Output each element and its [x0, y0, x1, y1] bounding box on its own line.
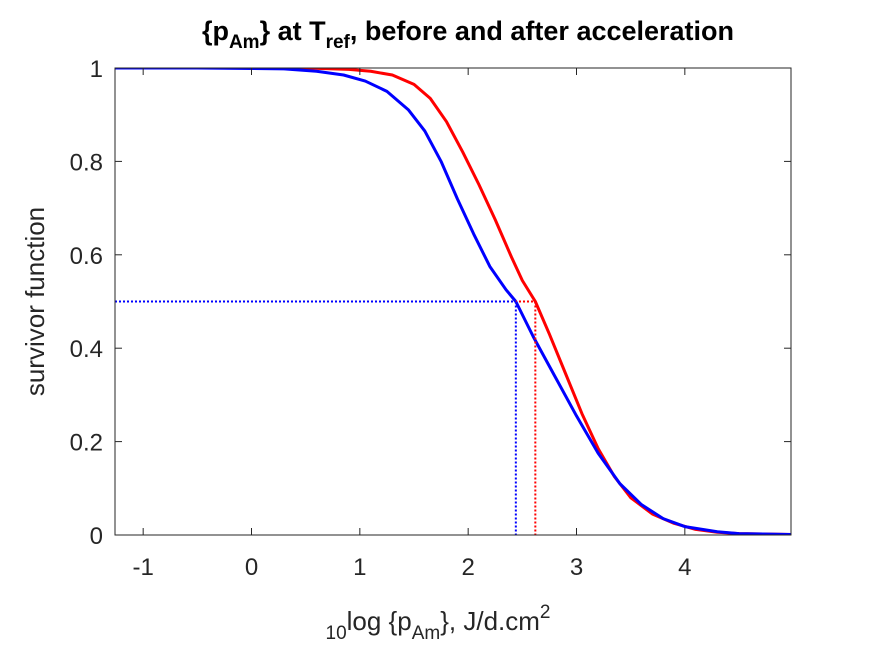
y-tick-label: 0.2: [70, 430, 103, 457]
x-axis-label: 10log {pAm}, J/d.cm2: [326, 602, 551, 644]
x-axis-label-part: 10: [326, 623, 347, 644]
title-text: } at T: [260, 16, 327, 46]
y-tick-label: 0.6: [70, 243, 103, 270]
series-line-blue: [115, 68, 791, 535]
x-axis-label-part: 2: [540, 602, 551, 623]
chart-title: {pAm} at Tref, before and after accelera…: [202, 16, 734, 53]
y-tick-label: 0.4: [70, 336, 103, 363]
x-tick-label: 3: [570, 554, 583, 581]
title-subscript: ref: [326, 32, 351, 53]
median-marker-layer: [115, 300, 537, 535]
y-tick-label: 0.8: [70, 149, 103, 176]
y-tick-label: 0: [90, 523, 103, 550]
x-tick-label: -1: [132, 554, 153, 581]
series-layer: [115, 68, 791, 535]
x-tick-label: 2: [461, 554, 474, 581]
x-axis-label-part: Am: [412, 623, 441, 644]
title-text: {p: [202, 16, 229, 46]
x-axis-label-part: }, J/d.cm: [440, 606, 540, 636]
title-subscript: Am: [229, 32, 260, 53]
y-axis-label: survivor function: [20, 207, 50, 396]
x-tick-label: 4: [678, 554, 691, 581]
x-axis-label-part: log {p: [347, 606, 412, 636]
y-tick-label: 1: [90, 56, 103, 83]
title-text: , before and after acceleration: [350, 16, 734, 46]
x-tick-label: 1: [353, 554, 366, 581]
ticks-layer: -1 0 1 2 3 4 0 0.2 0.4 0.6 0.8 1: [70, 56, 791, 581]
plot-area: [114, 67, 792, 536]
x-tick-label: 0: [245, 554, 258, 581]
axes-box: [114, 67, 792, 536]
